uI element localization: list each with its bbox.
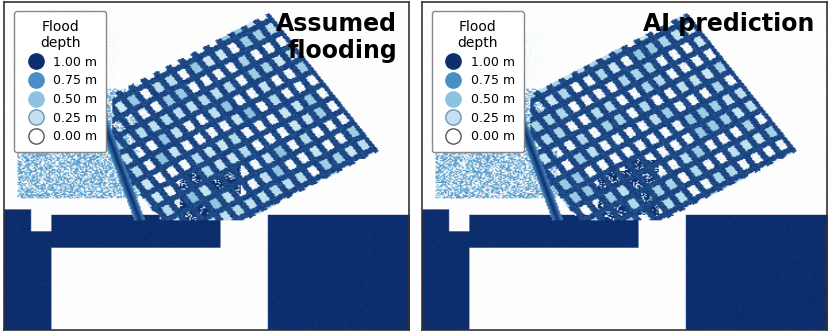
Legend: 1.00 m, 0.75 m, 0.50 m, 0.25 m, 0.00 m: 1.00 m, 0.75 m, 0.50 m, 0.25 m, 0.00 m bbox=[14, 11, 106, 152]
Text: Assumed
flooding: Assumed flooding bbox=[276, 12, 397, 63]
Legend: 1.00 m, 0.75 m, 0.50 m, 0.25 m, 0.00 m: 1.00 m, 0.75 m, 0.50 m, 0.25 m, 0.00 m bbox=[432, 11, 524, 152]
Text: AI prediction: AI prediction bbox=[643, 12, 814, 36]
